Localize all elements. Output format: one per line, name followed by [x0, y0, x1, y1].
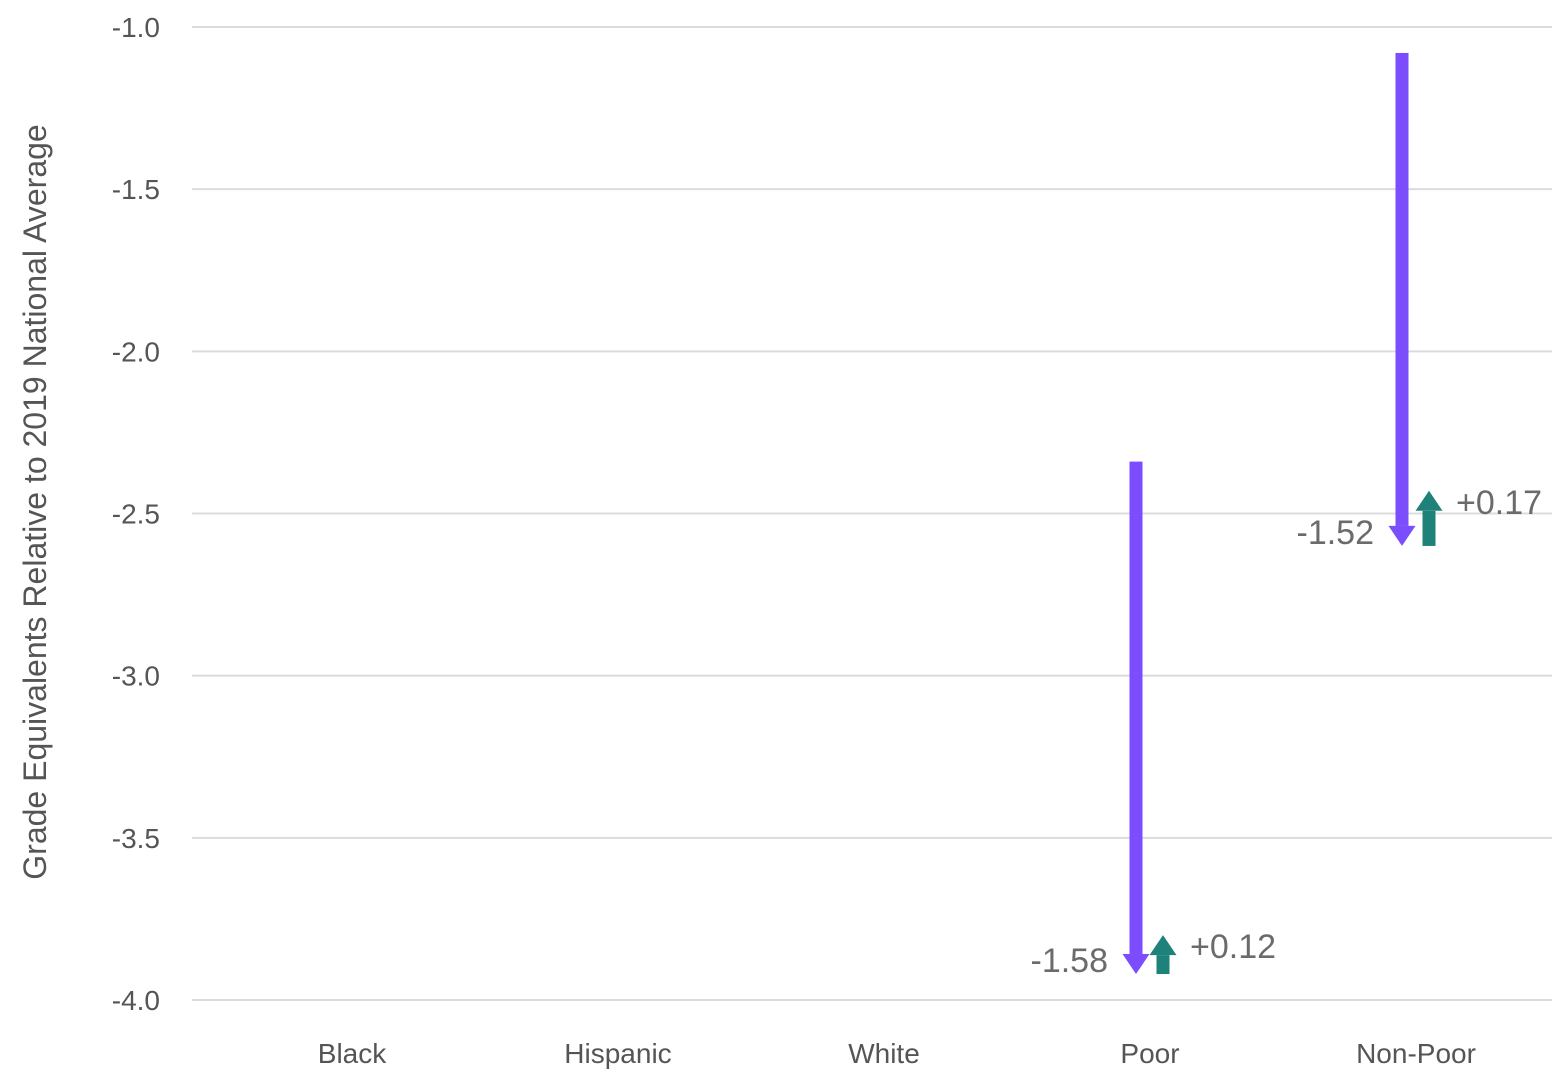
arrow-shaft — [1129, 461, 1143, 955]
arrows — [1122, 52, 1443, 975]
recovery-arrow — [1149, 935, 1177, 975]
y-tick-label: -2.0 — [112, 336, 160, 367]
y-tick-label: -2.5 — [112, 499, 160, 530]
y-tick-label: -1.0 — [112, 12, 160, 43]
x-axis-ticks: Black Hispanic White Poor Non-Poor — [318, 1038, 1476, 1069]
y-axis-ticks: -1.0 -1.5 -2.0 -2.5 -3.0 -3.5 -4.0 — [112, 12, 160, 1016]
x-tick-label: Non-Poor — [1356, 1038, 1476, 1069]
decline-arrow — [1122, 461, 1150, 975]
y-tick-label: -4.0 — [112, 985, 160, 1016]
arrow-head — [1415, 490, 1443, 511]
y-tick-label: -3.0 — [112, 661, 160, 692]
arrow-head — [1388, 525, 1416, 546]
decline-label: -1.52 — [1297, 514, 1375, 552]
decline-arrow — [1388, 52, 1416, 546]
recovery-label: +0.17 — [1456, 484, 1542, 522]
y-tick-label: -3.5 — [112, 823, 160, 854]
x-tick-label: White — [848, 1038, 920, 1069]
arrow-shaft — [1422, 510, 1436, 546]
arrow-shaft — [1156, 955, 1170, 975]
decline-label: -1.58 — [1031, 942, 1109, 980]
arrow-head — [1122, 954, 1150, 975]
x-tick-label: Hispanic — [564, 1038, 671, 1069]
x-tick-label: Black — [318, 1038, 387, 1069]
recovery-label: +0.12 — [1190, 928, 1276, 966]
y-axis-label: Grade Equivalents Relative to 2019 Natio… — [17, 124, 53, 879]
arrow-head — [1149, 935, 1177, 956]
gridlines — [192, 26, 1552, 1001]
x-tick-label: Poor — [1120, 1038, 1179, 1069]
data-labels: -1.58 +0.12 -1.52 +0.17 — [1031, 484, 1543, 980]
recovery-arrow — [1415, 490, 1443, 546]
arrow-shaft — [1395, 52, 1409, 526]
y-tick-label: -1.5 — [112, 174, 160, 205]
